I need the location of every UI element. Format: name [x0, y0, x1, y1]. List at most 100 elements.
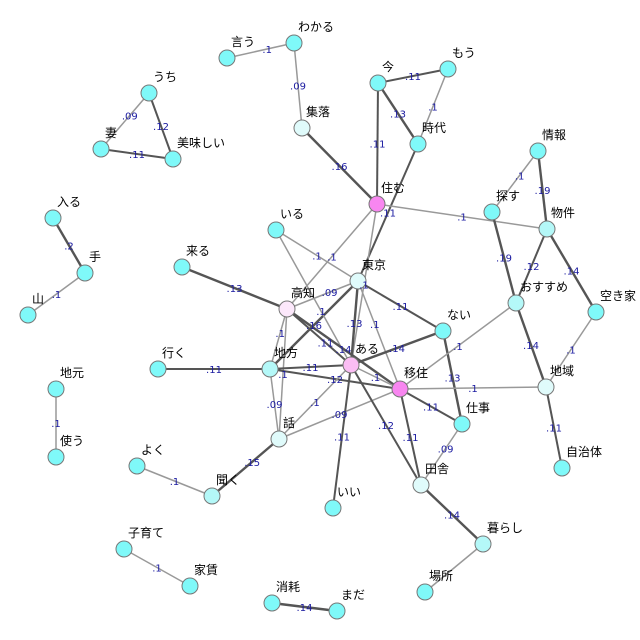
node-circle[interactable]	[278, 300, 296, 318]
node-circle[interactable]	[474, 535, 492, 553]
node-label: 住む	[381, 181, 405, 195]
node[interactable]: 集落	[293, 104, 330, 137]
node-circle[interactable]	[324, 499, 342, 517]
node-label: よく	[141, 443, 165, 457]
node[interactable]: 話	[270, 415, 295, 448]
edge	[350, 329, 444, 367]
node[interactable]: 来る	[173, 244, 210, 276]
node[interactable]: 言う	[218, 35, 255, 67]
node-circle[interactable]	[47, 448, 65, 466]
node-circle[interactable]	[434, 322, 452, 340]
edge	[269, 368, 401, 390]
node-circle[interactable]	[261, 360, 279, 378]
edge	[376, 82, 379, 205]
node[interactable]: 行く	[149, 346, 186, 378]
edge-weight: .09	[290, 82, 306, 93]
node[interactable]: ない	[434, 308, 471, 340]
node[interactable]: 移住	[391, 366, 428, 398]
node-circle[interactable]	[293, 119, 311, 137]
node[interactable]: 住む	[368, 181, 405, 213]
node-circle[interactable]	[328, 602, 346, 620]
node-circle[interactable]	[263, 594, 281, 612]
node-circle[interactable]	[19, 306, 37, 324]
edge	[332, 364, 352, 509]
node-circle[interactable]	[203, 487, 221, 505]
node-circle[interactable]	[128, 457, 146, 475]
node-circle[interactable]	[507, 294, 525, 312]
node-circle[interactable]	[416, 583, 434, 601]
node-circle[interactable]	[285, 34, 303, 52]
node[interactable]: 暮らし	[474, 521, 523, 553]
node-circle[interactable]	[149, 360, 167, 378]
node[interactable]: いい	[324, 485, 361, 517]
node[interactable]: 時代	[409, 121, 446, 153]
node[interactable]: 地域	[537, 364, 574, 396]
node[interactable]: 探す	[483, 189, 520, 221]
node-circle[interactable]	[537, 378, 555, 396]
node[interactable]: まだ	[328, 588, 365, 620]
node[interactable]: 聞く	[203, 473, 240, 505]
node[interactable]: おすすめ	[507, 280, 568, 312]
node[interactable]: 山	[19, 292, 44, 324]
edge	[515, 228, 548, 304]
edge	[286, 280, 359, 310]
node-circle[interactable]	[173, 258, 191, 276]
node[interactable]: わかる	[285, 20, 334, 52]
node[interactable]: 家賃	[181, 562, 218, 595]
node-circle[interactable]	[391, 380, 409, 398]
node-circle[interactable]	[47, 380, 65, 398]
node-circle[interactable]	[369, 74, 387, 92]
node[interactable]: 消耗	[263, 580, 300, 612]
node[interactable]: よく	[128, 443, 165, 475]
node-circle[interactable]	[368, 195, 386, 213]
node-circle[interactable]	[267, 221, 285, 239]
node[interactable]: 手	[76, 250, 101, 282]
node[interactable]: 東京	[349, 258, 386, 290]
node-circle[interactable]	[181, 577, 199, 595]
node-label: 来る	[186, 244, 210, 258]
node[interactable]: うち	[140, 70, 177, 102]
node[interactable]: 入る	[44, 195, 81, 227]
node-circle[interactable]	[92, 140, 110, 158]
node-circle[interactable]	[115, 540, 133, 558]
node[interactable]: 場所	[416, 569, 453, 601]
node[interactable]: 自治体	[553, 445, 602, 477]
node[interactable]: 美味しい	[164, 136, 225, 168]
node-circle[interactable]	[44, 209, 62, 227]
node-circle[interactable]	[76, 264, 94, 282]
node-circle[interactable]	[587, 303, 605, 321]
edge-weight: .1	[312, 252, 322, 263]
node-circle[interactable]	[412, 476, 430, 494]
node[interactable]: 田舎	[412, 462, 449, 494]
node-circle[interactable]	[164, 150, 182, 168]
node[interactable]: 物件	[538, 206, 575, 238]
node[interactable]: 地元	[47, 366, 84, 398]
node[interactable]: 子育て	[115, 525, 164, 558]
node[interactable]: 今	[369, 59, 394, 92]
edge-weight: .1	[316, 307, 326, 318]
node[interactable]: 仕事	[453, 401, 490, 433]
node-circle[interactable]	[529, 142, 547, 160]
node-circle[interactable]	[453, 415, 471, 433]
node[interactable]: 妻	[92, 126, 117, 158]
node-circle[interactable]	[270, 430, 288, 448]
edge	[136, 465, 213, 497]
node[interactable]: 高知	[278, 285, 315, 318]
node[interactable]: もう	[439, 46, 476, 78]
node[interactable]: 地方	[261, 345, 298, 378]
node-circle[interactable]	[553, 459, 571, 477]
node-circle[interactable]	[342, 356, 360, 374]
node[interactable]: 使う	[47, 433, 84, 466]
node-circle[interactable]	[140, 84, 158, 102]
node[interactable]: 情報	[529, 128, 566, 160]
node-circle[interactable]	[349, 272, 367, 290]
node-circle[interactable]	[218, 49, 236, 67]
node-circle[interactable]	[409, 135, 427, 153]
node[interactable]: 空き家	[587, 288, 636, 321]
node-circle[interactable]	[439, 60, 457, 78]
node[interactable]: いる	[267, 207, 304, 239]
node-circle[interactable]	[538, 220, 556, 238]
node[interactable]: ある	[342, 342, 379, 374]
edge-weight: .16	[306, 321, 322, 332]
node-circle[interactable]	[483, 203, 501, 221]
